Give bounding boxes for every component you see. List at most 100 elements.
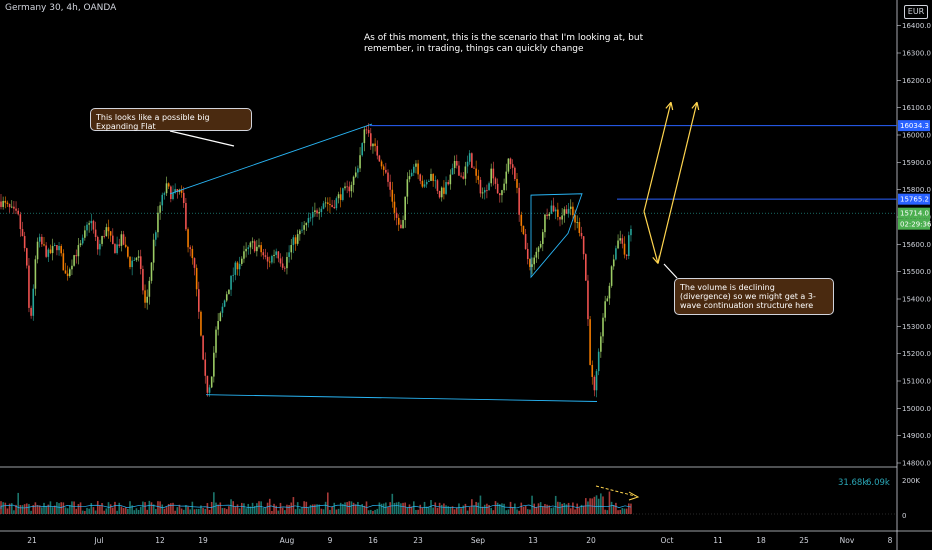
candle-body xyxy=(391,189,394,202)
candle-body xyxy=(21,229,24,237)
candle-body xyxy=(569,206,572,209)
volume-bar xyxy=(505,510,508,514)
volume-bar xyxy=(327,492,329,514)
volume-bar xyxy=(180,508,183,514)
volume-bar xyxy=(174,510,176,514)
candle-body xyxy=(625,254,628,257)
candle-body xyxy=(176,189,179,192)
candle-body xyxy=(595,371,598,391)
volume-bar xyxy=(361,504,363,514)
candle-body xyxy=(574,215,576,223)
candle-body xyxy=(79,243,82,246)
volume-bar xyxy=(292,497,295,514)
candle-body xyxy=(585,254,587,281)
volume-bar xyxy=(320,508,323,514)
projection-arrow-up-head xyxy=(665,101,672,109)
candle-body xyxy=(167,183,170,187)
candle-body xyxy=(314,210,316,213)
candle-body xyxy=(4,200,7,203)
volume-bar xyxy=(542,506,544,514)
candle-body xyxy=(13,206,15,209)
volume-bar xyxy=(23,504,26,514)
symbol-title[interactable]: Germany 30, 4h, OANDA xyxy=(5,3,117,13)
candle-body xyxy=(172,192,174,200)
candle-body xyxy=(630,228,632,236)
volume-bar xyxy=(96,501,99,514)
candle-body xyxy=(103,235,105,237)
candle-body xyxy=(490,168,492,184)
volume-bar xyxy=(92,507,95,514)
volume-bar xyxy=(262,507,265,514)
volume-bar xyxy=(621,507,624,514)
candle-body xyxy=(299,230,301,235)
level-price-tag xyxy=(898,193,930,205)
candle-body xyxy=(496,183,499,194)
volume-bar xyxy=(146,509,148,514)
time-axis-label: 25 xyxy=(799,536,809,545)
expanding-flat-callout[interactable]: This looks like a possible big Expanding… xyxy=(90,108,252,131)
candle-body xyxy=(477,175,480,180)
candle-body xyxy=(466,161,469,167)
candle-body xyxy=(402,220,404,229)
volume-bar xyxy=(305,501,308,514)
volume-callout-text: The volume is declining (divergence) so … xyxy=(680,283,816,310)
candle-body xyxy=(367,129,370,134)
volume-bar xyxy=(526,509,529,514)
candle-body xyxy=(565,209,568,214)
volume-bar xyxy=(569,508,572,514)
candle-body xyxy=(518,187,520,215)
candle-body xyxy=(378,155,381,162)
candle-body xyxy=(415,163,417,167)
candle-body xyxy=(619,238,621,241)
volume-bar xyxy=(155,508,157,514)
candle-body xyxy=(464,166,467,179)
volume-callout[interactable]: The volume is declining (divergence) so … xyxy=(674,278,834,315)
candle-body xyxy=(430,173,432,181)
candle-body xyxy=(606,298,609,302)
volume-bar xyxy=(266,502,269,514)
projection-arrow-up-2-head xyxy=(691,101,698,109)
time-axis-label: 16 xyxy=(368,536,378,545)
candle-body xyxy=(253,241,256,252)
candle-body xyxy=(258,245,260,247)
volume-bar xyxy=(213,492,215,514)
currency-label[interactable]: EUR xyxy=(904,5,928,19)
resistance-price-tag xyxy=(898,120,930,132)
volume-bar xyxy=(496,502,499,514)
volume-bar xyxy=(236,504,239,514)
candle-body xyxy=(88,223,90,225)
volume-bar xyxy=(339,502,342,514)
price-axis-label: 15100.0 xyxy=(902,378,931,386)
volume-bar xyxy=(335,509,338,514)
candle-body xyxy=(223,300,226,307)
candle-body xyxy=(397,217,400,225)
volume-bar xyxy=(182,509,185,514)
candle-body xyxy=(185,202,187,230)
candle-body xyxy=(520,214,523,226)
volume-bar xyxy=(290,502,293,514)
volume-bar xyxy=(296,502,299,514)
candle-body xyxy=(546,214,548,216)
time-axis-label: 13 xyxy=(528,536,538,545)
candle-body xyxy=(238,263,241,270)
candle-body xyxy=(32,288,35,316)
volume-bar xyxy=(322,509,325,514)
volume-bar xyxy=(511,507,514,514)
volume-bar xyxy=(374,509,376,514)
candle-body xyxy=(273,254,275,257)
candle-body xyxy=(580,232,583,237)
volume-bar xyxy=(494,501,497,514)
volume-divergence-arrow xyxy=(595,485,636,497)
candle-body xyxy=(307,218,310,223)
volume-bar xyxy=(600,493,602,514)
volume-axis-tick: 0 xyxy=(902,512,906,520)
volume-bar xyxy=(604,509,606,514)
volume-bar xyxy=(79,502,82,514)
volume-bar xyxy=(36,505,39,514)
projection-arrow-up-2-head xyxy=(696,102,700,111)
candle-body xyxy=(316,210,318,214)
candle-body xyxy=(354,172,357,177)
projection-arrow-up-2 xyxy=(657,102,698,264)
volume-bar xyxy=(440,504,443,514)
